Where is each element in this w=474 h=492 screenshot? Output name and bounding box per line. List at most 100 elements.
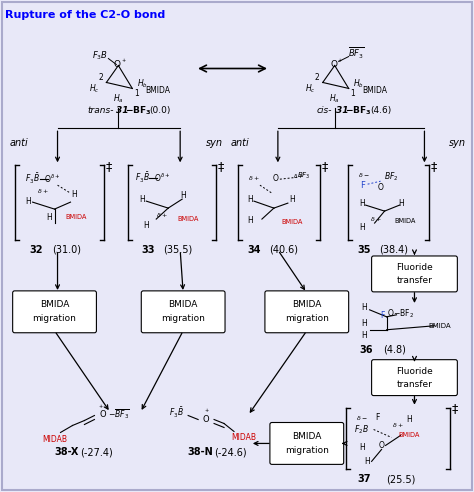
Text: $H_b$: $H_b$ bbox=[353, 77, 364, 90]
Text: O: O bbox=[378, 183, 383, 192]
Text: F: F bbox=[360, 181, 365, 190]
Text: H: H bbox=[289, 195, 295, 204]
Text: 34: 34 bbox=[247, 245, 261, 255]
Text: migration: migration bbox=[33, 314, 76, 323]
Text: migration: migration bbox=[285, 446, 329, 455]
Text: $\ddagger$: $\ddagger$ bbox=[217, 160, 225, 174]
Text: H: H bbox=[144, 220, 149, 230]
Text: $\delta-$: $\delta-$ bbox=[358, 171, 369, 179]
Text: H: H bbox=[359, 222, 365, 232]
Text: BMIDA: BMIDA bbox=[395, 218, 416, 224]
Text: $\delta+$: $\delta+$ bbox=[37, 187, 48, 195]
Text: $\delta+$: $\delta+$ bbox=[292, 172, 303, 180]
Text: O: O bbox=[114, 60, 121, 69]
Text: H: H bbox=[362, 304, 367, 312]
Text: $F_2B$: $F_2B$ bbox=[354, 423, 369, 436]
Text: O$^{\delta+}$: O$^{\delta+}$ bbox=[45, 173, 61, 185]
Text: $\delta+$: $\delta+$ bbox=[370, 215, 382, 223]
Text: $\delta+$: $\delta+$ bbox=[156, 211, 168, 219]
Text: transfer: transfer bbox=[397, 380, 432, 389]
Text: $H_a$: $H_a$ bbox=[113, 92, 124, 105]
Text: anti: anti bbox=[231, 138, 249, 148]
Text: $\mathbf{-BF_3}$: $\mathbf{-BF_3}$ bbox=[125, 104, 152, 117]
Text: O$-$BF$_2$: O$-$BF$_2$ bbox=[387, 308, 414, 320]
FancyBboxPatch shape bbox=[372, 256, 457, 292]
Text: $\ddagger$: $\ddagger$ bbox=[451, 402, 459, 417]
Text: (38.4): (38.4) bbox=[379, 245, 408, 255]
Text: $\ddagger$: $\ddagger$ bbox=[321, 160, 329, 174]
Text: O$^{\delta+}$: O$^{\delta+}$ bbox=[154, 172, 170, 184]
Text: BMIDA: BMIDA bbox=[399, 432, 420, 438]
Text: 38-N: 38-N bbox=[187, 447, 213, 458]
Text: (-24.6): (-24.6) bbox=[214, 447, 246, 458]
Text: $BF_2$: $BF_2$ bbox=[384, 171, 399, 184]
Text: O: O bbox=[273, 174, 279, 183]
Text: H: H bbox=[399, 199, 404, 208]
Text: O: O bbox=[379, 441, 384, 450]
Text: Rupture of the C2-O bond: Rupture of the C2-O bond bbox=[5, 10, 165, 20]
Text: 32: 32 bbox=[30, 245, 43, 255]
Text: $H_c$: $H_c$ bbox=[305, 82, 316, 94]
Text: H: H bbox=[247, 215, 253, 224]
Text: $^+$: $^+$ bbox=[120, 59, 127, 64]
Text: $\mathbf{-BF_3}$: $\mathbf{-BF_3}$ bbox=[346, 104, 372, 117]
Text: 36: 36 bbox=[360, 345, 374, 355]
Text: $H_a$: $H_a$ bbox=[329, 92, 340, 105]
Text: $-\overline{BF_3}$: $-\overline{BF_3}$ bbox=[108, 408, 129, 421]
Text: trans-: trans- bbox=[87, 106, 114, 115]
Text: migration: migration bbox=[285, 314, 329, 323]
Text: Fluoride: Fluoride bbox=[396, 263, 433, 273]
Text: 35: 35 bbox=[357, 245, 370, 255]
Text: (0.0): (0.0) bbox=[149, 106, 171, 115]
Text: BMIDA: BMIDA bbox=[168, 300, 198, 309]
Text: BMIDA: BMIDA bbox=[66, 214, 87, 220]
FancyBboxPatch shape bbox=[270, 423, 344, 464]
Text: 38-X: 38-X bbox=[55, 447, 79, 458]
FancyBboxPatch shape bbox=[13, 291, 96, 333]
Text: (35.5): (35.5) bbox=[164, 245, 193, 255]
Text: cis-: cis- bbox=[317, 106, 332, 115]
Text: $^+$: $^+$ bbox=[203, 408, 210, 415]
Text: $F_3B$: $F_3B$ bbox=[92, 49, 109, 62]
Text: $^+$: $^+$ bbox=[97, 404, 104, 410]
Text: BMIDA: BMIDA bbox=[281, 219, 302, 225]
Text: H: H bbox=[359, 443, 365, 452]
Text: syn: syn bbox=[449, 138, 466, 148]
Text: H: H bbox=[26, 197, 31, 206]
Text: BMIDA: BMIDA bbox=[40, 300, 69, 309]
Text: H: H bbox=[72, 189, 77, 199]
Text: transfer: transfer bbox=[397, 277, 432, 285]
FancyBboxPatch shape bbox=[141, 291, 225, 333]
Text: $\ddagger$: $\ddagger$ bbox=[430, 160, 438, 174]
Text: $BF_3$: $BF_3$ bbox=[297, 171, 310, 181]
Text: O: O bbox=[203, 415, 210, 424]
Text: BMIDA: BMIDA bbox=[362, 86, 387, 95]
Text: (31.0): (31.0) bbox=[52, 245, 81, 255]
Text: H: H bbox=[180, 190, 186, 200]
Text: F: F bbox=[375, 413, 380, 422]
Text: 31: 31 bbox=[337, 106, 349, 115]
Text: BMIDA: BMIDA bbox=[428, 323, 451, 329]
Text: H: H bbox=[139, 195, 145, 204]
Text: H: H bbox=[359, 199, 365, 208]
Text: H: H bbox=[46, 213, 53, 221]
FancyBboxPatch shape bbox=[372, 360, 457, 396]
Text: $H_c$: $H_c$ bbox=[89, 82, 100, 94]
Text: BMIDA: BMIDA bbox=[177, 216, 199, 222]
Text: Fluoride: Fluoride bbox=[396, 367, 433, 376]
Text: $H_b$: $H_b$ bbox=[137, 77, 148, 90]
Text: $F_3\bar{B}$: $F_3\bar{B}$ bbox=[135, 171, 150, 185]
Text: H: H bbox=[362, 331, 367, 340]
Text: 1: 1 bbox=[134, 89, 139, 98]
Text: migration: migration bbox=[161, 314, 205, 323]
Text: 37: 37 bbox=[357, 474, 370, 484]
Text: 2: 2 bbox=[98, 73, 103, 82]
Text: anti: anti bbox=[9, 138, 28, 148]
Text: (-27.4): (-27.4) bbox=[80, 447, 113, 458]
Text: $^+$: $^+$ bbox=[337, 59, 343, 64]
Text: MIDAB: MIDAB bbox=[42, 435, 67, 444]
Text: O: O bbox=[99, 410, 106, 419]
Text: $\delta-$: $\delta-$ bbox=[356, 413, 367, 422]
Text: (4.8): (4.8) bbox=[383, 345, 406, 355]
Text: 31: 31 bbox=[116, 106, 128, 115]
